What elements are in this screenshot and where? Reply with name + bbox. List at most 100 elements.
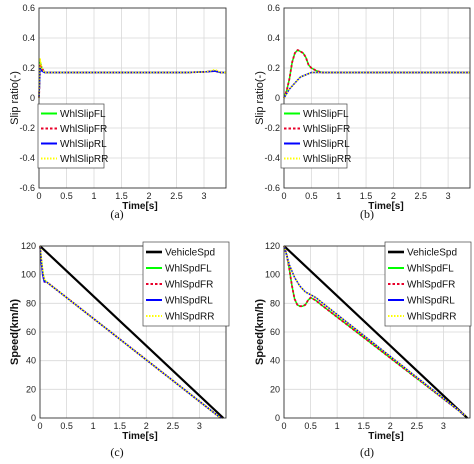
x-tick-label: 0 xyxy=(37,421,42,431)
panel-caption: (b) xyxy=(360,207,374,221)
x-tick-label: 1.5 xyxy=(357,421,370,431)
y-tick-label: -0.2 xyxy=(19,123,35,133)
axes-frame xyxy=(38,7,227,189)
x-tick-label: 3 xyxy=(197,421,202,431)
x-tick-label: 0 xyxy=(281,191,286,201)
x-tick-label: 2 xyxy=(388,421,393,431)
x-tick-label: 1 xyxy=(336,191,341,201)
y-tick-label: 0.4 xyxy=(267,33,280,43)
x-tick-label: 3 xyxy=(446,191,451,201)
axes-frame xyxy=(283,245,471,419)
x-tick-label: 2 xyxy=(146,191,151,201)
y-tick-label: 0.2 xyxy=(22,63,35,73)
x-axis-label: Time[s] xyxy=(368,201,403,212)
y-axis-label: Speed(km/h) xyxy=(9,299,21,365)
legend-entry: WhlSpdFR xyxy=(165,280,213,291)
x-tick-label: 3 xyxy=(441,421,446,431)
chart-b: 0.60.40.20-0.2-0.4-0.60 0.5 1 1.5 2 2.5 3Time[… xyxy=(254,3,471,221)
legend-entry: VehicleSpd xyxy=(407,248,457,259)
y-tick-label: 0.6 xyxy=(267,3,280,13)
legend-entry: WhlSpdFL xyxy=(407,264,454,275)
axes-frame xyxy=(283,7,471,189)
legend-entry: VehicleSpd xyxy=(165,248,215,259)
legend: WhlSlipFL WhlSlipFR WhlSlipRL WhlSlipRR xyxy=(37,103,108,169)
y-tick-label: 40 xyxy=(26,356,36,366)
series-line-whlspdrr xyxy=(283,245,466,416)
legend-entry: WhlSlipRL xyxy=(303,139,350,150)
legend-entry: WhlSpdFL xyxy=(165,264,212,275)
y-tick-label: 80 xyxy=(26,298,36,308)
legend-entry: WhlSlipFR xyxy=(60,124,107,135)
legend-box xyxy=(37,103,105,169)
y-axis-label: Slip ratio(-) xyxy=(254,71,266,125)
legend-entry: WhlSlipRL xyxy=(60,139,107,150)
x-axis-label: Time[s] xyxy=(122,431,157,442)
legend: WhlSlipFL WhlSlipFR WhlSlipRL WhlSlipRR xyxy=(280,103,351,169)
x-tick-label: 3 xyxy=(201,191,206,201)
x-tick-label: 2 xyxy=(391,191,396,201)
series-line-whlspdfr xyxy=(283,245,466,416)
y-tick-label: 0.2 xyxy=(267,63,280,73)
series-line-whlspdrl xyxy=(39,245,222,419)
y-tick-label: 0.4 xyxy=(22,33,35,43)
x-tick-label: 2.5 xyxy=(415,191,428,201)
series-line-vehiclespd xyxy=(283,245,469,419)
y-tick-label: 20 xyxy=(26,384,36,394)
y-tick-label: 40 xyxy=(270,356,280,366)
x-tick-label: 1.5 xyxy=(115,191,128,201)
y-tick-label: 120 xyxy=(265,241,280,251)
x-tick-label: 1.5 xyxy=(360,191,373,201)
x-tick-label: 0 xyxy=(281,421,286,431)
legend-box xyxy=(280,103,348,169)
y-tick-label: -0.4 xyxy=(264,153,280,163)
x-tick-label: 0.5 xyxy=(304,421,317,431)
chart-c: 120 100 80 60 40 20 00 0.5 1 1.5 2 2.5 3 Time[s] Speed… xyxy=(9,241,230,459)
x-tick-label: 1.5 xyxy=(113,421,126,431)
chart-d: 120 100 80 60 40 20 00 0.5 1 1.5 2 2.5 3 Time[s] Speed… xyxy=(254,241,472,459)
legend-entry: WhlSlipFL xyxy=(303,109,349,120)
legend-entry: WhlSpdRR xyxy=(165,312,214,323)
y-tick-label: 0 xyxy=(30,93,35,103)
legend-entry: WhlSlipFR xyxy=(303,124,350,135)
x-axis-label: Time[s] xyxy=(368,431,403,442)
x-axis-label: Time[s] xyxy=(122,201,157,212)
x-tick-label: 2 xyxy=(144,421,149,431)
legend-entry: WhlSpdRL xyxy=(407,296,455,307)
x-tick-label: 1 xyxy=(335,421,340,431)
y-axis-label: Speed(km/h) xyxy=(254,299,266,365)
series-line-whlsliprr xyxy=(38,58,226,99)
y-tick-label: 20 xyxy=(270,384,280,394)
x-tick-label: 0 xyxy=(36,191,41,201)
panel-caption: (a) xyxy=(110,207,123,221)
y-tick-label: 80 xyxy=(270,298,280,308)
y-tick-label: -0.6 xyxy=(19,183,35,193)
panel-caption: (d) xyxy=(360,445,374,459)
x-tick-label: 1 xyxy=(91,191,96,201)
y-tick-label: 0 xyxy=(275,93,280,103)
y-tick-label: -0.6 xyxy=(264,183,280,193)
legend: VehicleSpd WhlSpdFL WhlSpdFR WhlSpdRL WhlSpd… xyxy=(384,241,472,327)
series-line-vehiclespd xyxy=(39,245,225,419)
panel-caption: (c) xyxy=(110,445,123,459)
x-tick-label: 2.5 xyxy=(411,421,424,431)
y-tick-label: 60 xyxy=(26,327,36,337)
legend-entry: WhlSpdRR xyxy=(407,312,456,323)
x-tick-label: 2.5 xyxy=(167,421,180,431)
x-tick-label: 0.5 xyxy=(305,191,318,201)
y-tick-label: 60 xyxy=(270,327,280,337)
x-tick-label: 0.5 xyxy=(60,191,73,201)
y-tick-label: 100 xyxy=(21,270,36,280)
y-tick-label: 0.6 xyxy=(22,3,35,13)
legend-entry: WhlSpdRL xyxy=(165,296,213,307)
axes-frame xyxy=(39,245,227,419)
chart-a: 0.60.40.20-0.2-0.4-0.60 0.5 1 1.5 2 2.5 3Time[… xyxy=(9,3,227,221)
legend-entry: WhlSlipRR xyxy=(303,154,351,165)
y-tick-label: -0.2 xyxy=(264,123,280,133)
x-tick-label: 0.5 xyxy=(60,421,73,431)
y-tick-label: 0 xyxy=(275,413,280,423)
legend-entry: WhlSlipFL xyxy=(60,109,106,120)
y-tick-label: -0.4 xyxy=(19,153,35,163)
legend-entry: WhlSlipRR xyxy=(60,154,108,165)
x-tick-label: 1 xyxy=(91,421,96,431)
